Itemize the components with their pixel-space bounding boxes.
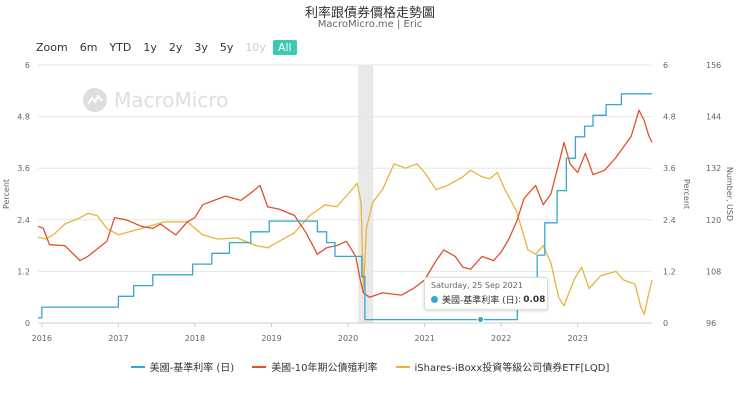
tooltip-series-name: 美國-基準利率 (日) (442, 296, 519, 306)
y-left-axis-label: Percent (2, 179, 11, 209)
x-tick-label: 2022 (491, 334, 511, 343)
chart-subtitle: MacroMicro.me | Eric (317, 19, 423, 30)
zoom-3y-button[interactable]: 3y (194, 41, 208, 54)
y-right-percent-tick-label: 0 (663, 319, 668, 328)
zoom-ytd-button[interactable]: YTD (109, 41, 132, 54)
chart-legend: 美國-基準利率 (日) 美國-10年期公債殖利率 iShares-iBoxx投資… (0, 359, 740, 374)
y-right-usd-axis-label: Number, USD (725, 167, 734, 221)
zoom-1y-button[interactable]: 1y (143, 41, 157, 54)
y-left-tick-label: 3.6 (17, 164, 30, 173)
y-right-percent-axis-label: Percent (682, 179, 691, 209)
y-right-usd-tick-label: 120 (706, 216, 721, 225)
x-tick-label: 2020 (338, 334, 358, 343)
y-right-usd-tick-label: 144 (706, 113, 721, 122)
macromicro-logo-icon (83, 88, 107, 112)
y-right-percent-tick-label: 1.2 (663, 267, 676, 276)
legend-label: 美國-10年期公債殖利率 (271, 363, 378, 374)
y-right-usd-tick-label: 96 (706, 319, 716, 328)
x-tick-label: 2019 (261, 334, 281, 343)
y-right-percent-tick-label: 2.4 (663, 216, 676, 225)
watermark: MacroMicro (82, 87, 228, 113)
tooltip-series-dot-icon (431, 296, 438, 303)
y-right-usd-tick-label: 132 (706, 164, 721, 173)
x-tick-label: 2017 (108, 334, 128, 343)
watermark-text: MacroMicro (114, 88, 229, 112)
tooltip-value: 0.08 (523, 294, 546, 305)
y-left-tick-label: 6 (25, 61, 30, 70)
series-line-fed-rate (38, 93, 652, 321)
y-right-usd-tick-label: 156 (706, 61, 721, 70)
hover-point (477, 316, 485, 324)
legend-item-10y-yield[interactable]: 美國-10年期公債殖利率 (252, 359, 378, 374)
y-right-percent-tick-label: 4.8 (663, 113, 676, 122)
y-left-tick-label: 1.2 (17, 267, 30, 276)
legend-item-fed-rate[interactable]: 美國-基準利率 (日) (130, 359, 235, 374)
x-tick-label: 2016 (32, 334, 52, 343)
y-left-tick-label: 2.4 (17, 216, 30, 225)
y-right-percent-tick-label: 3.6 (663, 164, 676, 173)
x-tick-label: 2023 (568, 334, 588, 343)
chart-title: 利率跟債券價格走勢圖 (304, 6, 435, 21)
legend-label: 美國-基準利率 (日) (149, 363, 235, 374)
tooltip-date: Saturday, 25 Sep 2021 (431, 281, 523, 290)
y-right-usd-tick-label: 108 (706, 267, 721, 276)
tooltip-row: 美國-基準利率 (日): 0.08 (431, 293, 545, 306)
zoom-2y-button[interactable]: 2y (168, 41, 183, 54)
series-line-lqd (37, 163, 653, 316)
zoom-label: Zoom (36, 41, 68, 54)
legend-line-icon (252, 365, 267, 368)
x-tick-label: 2018 (185, 334, 205, 343)
legend-line-icon (130, 365, 145, 368)
data-tooltip: Saturday, 25 Sep 2021 美國-基準利率 (日): 0.08 (424, 277, 548, 310)
zoom-all-button[interactable]: All (272, 40, 297, 55)
legend-line-icon (395, 365, 410, 368)
x-tick-label: 2021 (414, 334, 434, 343)
zoom-6m-button[interactable]: 6m (79, 41, 98, 54)
legend-label: iShares-iBoxx投資等級公司債券ETF[LQD] (414, 363, 610, 374)
zoom-10y-button: 10y (245, 41, 266, 54)
y-left-tick-label: 0 (25, 319, 30, 328)
range-selector: Zoom 6m YTD 1y 2y 3y 5y 10y All (36, 40, 299, 55)
series-line-10y-yield (37, 109, 653, 298)
legend-item-lqd[interactable]: iShares-iBoxx投資等級公司債券ETF[LQD] (395, 359, 610, 374)
y-left-tick-label: 4.8 (17, 113, 30, 122)
y-right-percent-tick-label: 6 (663, 61, 668, 70)
zoom-5y-button[interactable]: 5y (219, 41, 234, 54)
recession-shade (358, 65, 374, 323)
